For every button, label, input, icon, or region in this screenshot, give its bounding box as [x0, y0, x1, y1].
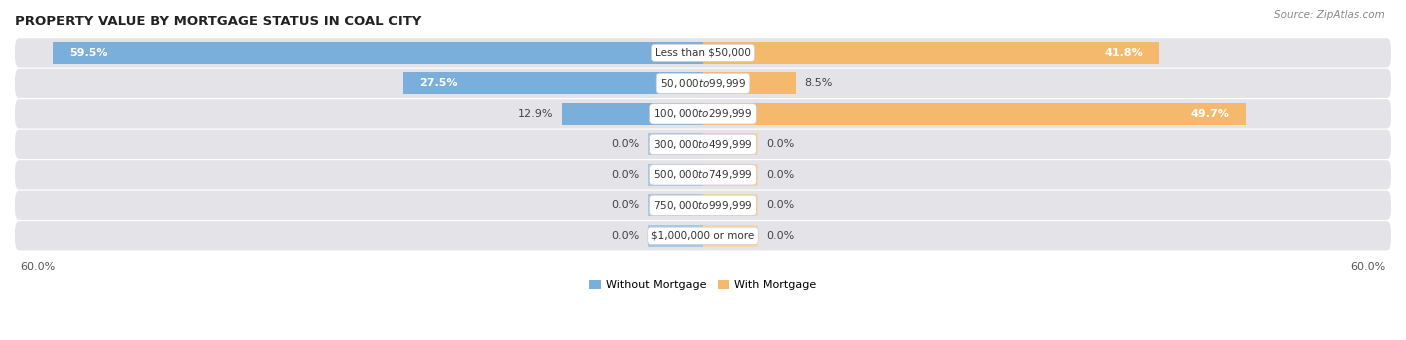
Text: 27.5%: 27.5% [419, 78, 457, 88]
Bar [703, 72, 796, 94]
Text: 12.9%: 12.9% [517, 109, 554, 119]
FancyBboxPatch shape [15, 69, 1391, 98]
Text: $1,000,000 or more: $1,000,000 or more [651, 231, 755, 241]
Bar [648, 194, 703, 216]
Bar [703, 225, 758, 247]
Text: 0.0%: 0.0% [612, 139, 640, 149]
Text: 0.0%: 0.0% [766, 200, 794, 210]
Bar [703, 42, 1160, 64]
FancyBboxPatch shape [15, 99, 1391, 129]
Bar [648, 225, 703, 247]
Bar [402, 72, 703, 94]
FancyBboxPatch shape [15, 191, 1391, 220]
Text: 60.0%: 60.0% [21, 262, 56, 272]
Text: Source: ZipAtlas.com: Source: ZipAtlas.com [1274, 10, 1385, 20]
Text: 0.0%: 0.0% [766, 139, 794, 149]
Bar [648, 133, 703, 155]
Bar [703, 194, 758, 216]
Text: 0.0%: 0.0% [612, 231, 640, 241]
Text: 0.0%: 0.0% [612, 200, 640, 210]
FancyBboxPatch shape [15, 221, 1391, 251]
Text: $500,000 to $749,999: $500,000 to $749,999 [654, 168, 752, 181]
Legend: Without Mortgage, With Mortgage: Without Mortgage, With Mortgage [585, 275, 821, 295]
FancyBboxPatch shape [15, 160, 1391, 189]
Text: $100,000 to $299,999: $100,000 to $299,999 [654, 107, 752, 120]
Text: Less than $50,000: Less than $50,000 [655, 48, 751, 58]
Text: $50,000 to $99,999: $50,000 to $99,999 [659, 77, 747, 90]
Text: 0.0%: 0.0% [766, 231, 794, 241]
FancyBboxPatch shape [15, 38, 1391, 68]
Bar [703, 164, 758, 186]
Text: 0.0%: 0.0% [766, 170, 794, 180]
FancyBboxPatch shape [15, 130, 1391, 159]
Text: 60.0%: 60.0% [1350, 262, 1385, 272]
Bar [703, 133, 758, 155]
Text: PROPERTY VALUE BY MORTGAGE STATUS IN COAL CITY: PROPERTY VALUE BY MORTGAGE STATUS IN COA… [15, 15, 422, 28]
Text: 41.8%: 41.8% [1104, 48, 1143, 58]
Bar [703, 103, 1246, 125]
Text: $300,000 to $499,999: $300,000 to $499,999 [654, 138, 752, 151]
Text: 0.0%: 0.0% [612, 170, 640, 180]
Text: $750,000 to $999,999: $750,000 to $999,999 [654, 199, 752, 212]
Bar [53, 42, 703, 64]
Text: 59.5%: 59.5% [70, 48, 108, 58]
Text: 8.5%: 8.5% [804, 78, 832, 88]
Bar [648, 164, 703, 186]
Text: 49.7%: 49.7% [1191, 109, 1229, 119]
Bar [562, 103, 703, 125]
